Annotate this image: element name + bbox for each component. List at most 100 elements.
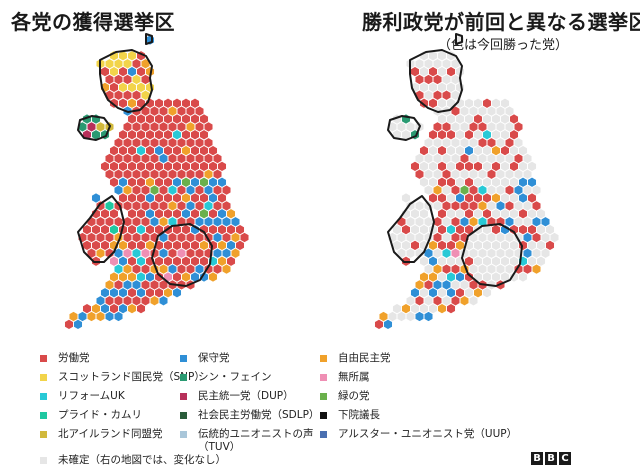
constituency-hex	[167, 232, 178, 243]
constituency-hex	[181, 97, 191, 109]
constituency-hex	[167, 168, 178, 180]
constituency-hex	[518, 192, 528, 204]
legend-swatch	[180, 412, 187, 419]
constituency-hex	[154, 192, 164, 204]
constituency-hex	[176, 247, 187, 259]
constituency-hex	[154, 208, 164, 220]
constituency-hex	[513, 168, 524, 180]
constituency-hex	[113, 311, 124, 322]
constituency-hex	[536, 208, 546, 220]
constituency-hex	[473, 176, 483, 188]
constituency-hex	[122, 58, 133, 70]
legend-label: 伝統的ユニオニストの声（TUV）	[198, 428, 314, 453]
constituency-hex	[527, 208, 537, 220]
constituency-hex	[468, 216, 479, 228]
constituency-hex	[491, 97, 501, 109]
constituency-hex	[482, 192, 492, 204]
constituency-hex	[500, 113, 510, 125]
constituency-hex	[450, 263, 461, 275]
title-left: 各党の獲得選挙区	[11, 10, 175, 34]
constituency-hex	[172, 161, 182, 172]
constituency-hex	[383, 319, 393, 330]
constituency-hex	[423, 279, 434, 291]
legend-label: 自由民主党	[338, 352, 391, 364]
constituency-hex	[118, 66, 128, 77]
constituency-hex	[181, 255, 191, 267]
constituency-hex	[482, 271, 492, 283]
constituency-hex	[113, 89, 124, 101]
constituency-hex	[549, 232, 560, 243]
constituency-hex	[208, 192, 218, 204]
constituency-hex	[545, 240, 555, 251]
constituency-hex	[428, 240, 438, 251]
constituency-hex	[482, 208, 492, 220]
constituency-hex	[419, 145, 429, 156]
constituency-hex	[500, 255, 510, 267]
constituency-hex	[140, 105, 151, 117]
constituency-hex	[136, 287, 146, 299]
constituency-hex	[482, 161, 492, 172]
constituency-hex	[468, 105, 479, 117]
constituency-hex	[405, 121, 416, 133]
constituency-hex	[203, 153, 214, 164]
legend-label: 未確定（右の地図では、変化なし）	[58, 454, 226, 466]
constituency-hex	[122, 89, 133, 101]
map-seats-won	[64, 33, 250, 330]
constituency-hex	[477, 184, 488, 196]
constituency-hex	[167, 216, 178, 228]
constituency-hex	[464, 161, 474, 172]
constituency-hex	[459, 121, 470, 133]
constituency-hex	[136, 303, 146, 314]
constituency-hex	[504, 105, 515, 117]
constituency-hex	[113, 153, 124, 164]
constituency-hex	[455, 271, 465, 283]
constituency-hex	[158, 153, 169, 164]
constituency-hex	[486, 184, 497, 196]
constituency-hex	[437, 240, 447, 251]
constituency-hex	[437, 161, 447, 172]
constituency-hex	[536, 255, 546, 267]
constituency-hex	[190, 161, 200, 172]
constituency-hex	[441, 137, 452, 149]
constituency-hex	[410, 287, 420, 299]
constituency-hex	[158, 105, 169, 117]
constituency-hex	[491, 192, 501, 204]
constituency-hex	[167, 200, 178, 212]
region-outline	[387, 195, 435, 263]
constituency-hex	[410, 208, 420, 220]
constituency-hex	[199, 208, 209, 220]
constituency-hex	[423, 137, 434, 149]
constituency-hex	[203, 216, 214, 228]
constituency-hex	[509, 224, 519, 235]
legend-label: 労働党	[58, 352, 90, 364]
constituency-hex	[459, 184, 470, 196]
constituency-hex	[437, 224, 447, 235]
constituency-hex	[405, 311, 416, 322]
constituency-hex	[176, 263, 187, 275]
constituency-hex	[176, 153, 187, 164]
constituency-hex	[500, 145, 510, 156]
legend-label: 緑の党	[338, 390, 370, 402]
constituency-hex	[441, 58, 452, 70]
region-outline	[145, 33, 153, 45]
constituency-hex	[127, 208, 137, 220]
constituency-hex	[118, 176, 128, 188]
constituency-hex	[167, 153, 178, 164]
constituency-hex	[495, 184, 506, 196]
constituency-hex	[95, 247, 106, 259]
constituency-hex	[509, 145, 519, 156]
constituency-hex	[140, 232, 151, 243]
constituency-hex	[518, 161, 528, 172]
constituency-hex	[190, 97, 200, 109]
legend-swatch	[180, 374, 187, 381]
constituency-hex	[145, 129, 155, 141]
constituency-hex	[131, 263, 142, 275]
constituency-hex	[176, 232, 187, 243]
constituency-hex	[464, 192, 474, 204]
constituency-hex	[181, 192, 191, 204]
constituency-hex	[176, 200, 187, 212]
constituency-hex	[432, 121, 443, 133]
constituency-hex	[473, 287, 483, 299]
constituency-hex	[140, 137, 151, 149]
constituency-hex	[217, 240, 227, 251]
